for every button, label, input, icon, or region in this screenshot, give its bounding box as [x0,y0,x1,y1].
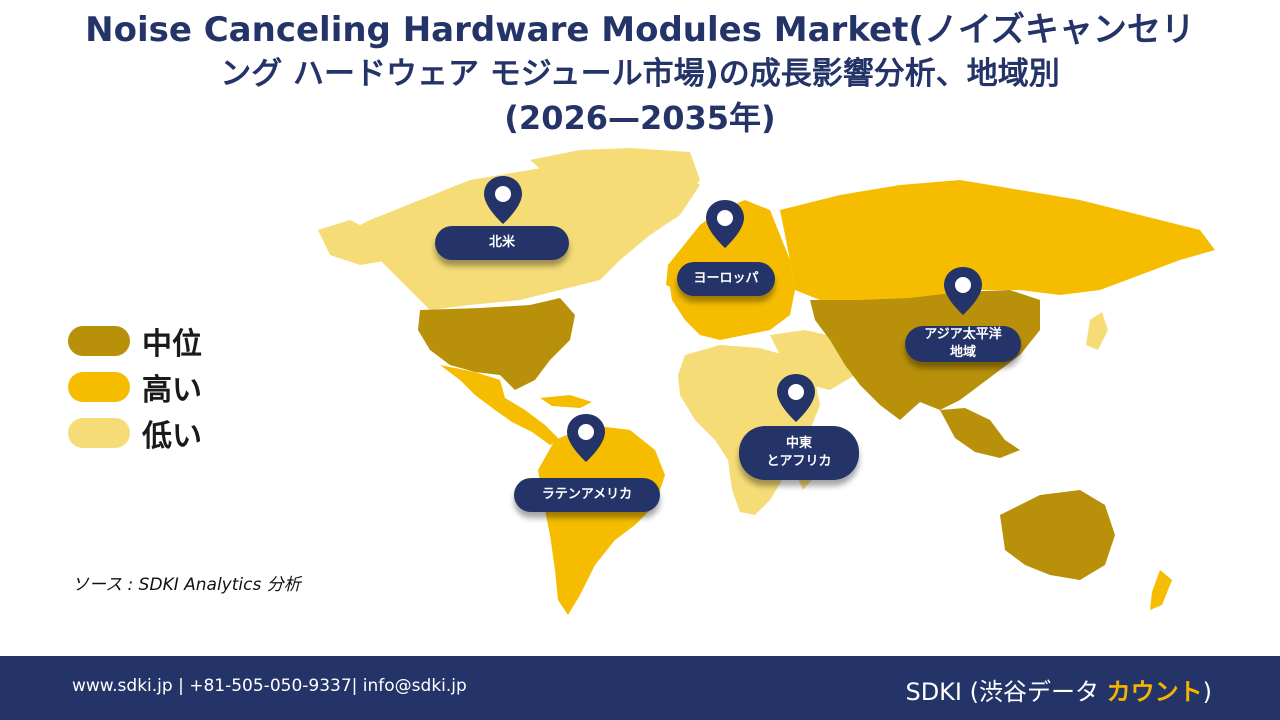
world-map [318,148,1215,615]
region-australia [1000,490,1115,580]
legend-swatch-medium [68,326,130,356]
legend-label-medium: 中位 [142,327,202,362]
region-usa [418,298,575,390]
map-pin-icon [567,414,605,462]
region-russia [780,180,1215,302]
region-mexico [440,365,560,445]
region-label-europe: ヨーロッパ [677,262,775,296]
legend-item-medium: 中位 [68,318,202,364]
region-new-zealand [1150,570,1172,610]
title-line-2: ング ハードウェア モジュール市場)の成長影響分析、地域別 [220,56,1060,92]
map-pin-icon [777,374,815,422]
legend-swatch-high [68,372,130,402]
region-alaska [318,220,390,265]
footer-brand-prefix: SDKI (渋谷データ [905,678,1107,706]
region-southeast-asia [940,408,1020,458]
legend-label-low: 低い [142,419,202,454]
footer-brand: SDKI (渋谷データ カウント) [905,672,1212,707]
footer-brand-accent: カウント [1106,678,1203,706]
legend: 中位 高い 低い [68,318,202,456]
map-pin-icon [944,267,982,315]
map-pin-icon [484,176,522,224]
legend-label-high: 高い [142,373,202,408]
region-label-asia-pacific: アジア太平洋 地域 [905,326,1021,362]
region-greenland [530,148,700,235]
legend-item-high: 高い [68,364,202,410]
title-line-1: Noise Canceling Hardware Modules Market(… [85,10,1195,50]
footer-brand-suffix: ) [1202,678,1212,706]
region-label-middle-east-africa: 中東 とアフリカ [739,426,859,480]
footer-bar: www.sdki.jp | +81-505-050-9337| info@sdk… [0,656,1280,720]
map-pin-icon [706,200,744,248]
title-line-3: (2026—2035年) [504,99,776,137]
page-title: Noise Canceling Hardware Modules Market(… [20,8,1260,140]
legend-item-low: 低い [68,410,202,456]
footer-contact: www.sdki.jp | +81-505-050-9337| info@sdk… [72,676,467,696]
region-caribbean [540,395,592,408]
region-label-north-america: 北米 [435,226,569,260]
region-south-america [538,425,665,615]
legend-swatch-low [68,418,130,448]
region-japan [1086,312,1108,350]
region-label-latin-america: ラテンアメリカ [514,478,660,512]
source-note: ソース : SDKI Analytics 分析 [72,575,301,595]
